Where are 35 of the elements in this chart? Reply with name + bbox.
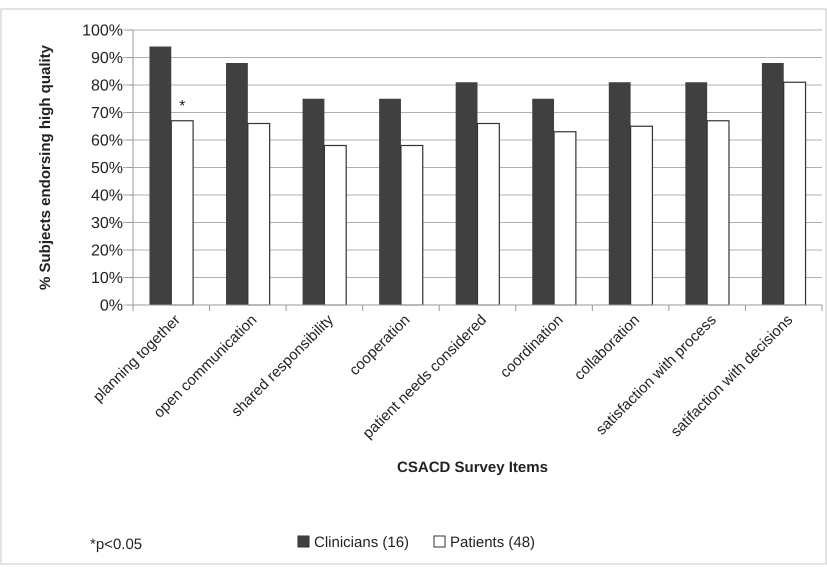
bar	[553, 131, 576, 306]
legend-label: Clinicians (16)	[314, 534, 410, 551]
y-tick-label: 100%	[82, 22, 123, 40]
annotation: *	[179, 98, 186, 115]
bar	[783, 82, 806, 306]
bar	[324, 144, 347, 306]
y-tick-label: 0%	[100, 298, 123, 315]
text: *p<0.05	[90, 536, 142, 553]
y-tick-label: 10%	[90, 270, 123, 288]
legend-label: Patients (48)	[450, 534, 536, 551]
bar	[532, 98, 554, 305]
bar	[149, 46, 172, 305]
y-tick-label: 90%	[90, 50, 123, 68]
bar	[762, 63, 784, 305]
bar	[170, 120, 194, 306]
y-axis-title: % Subjects endorsing high quality	[37, 44, 54, 290]
y-tick-label: 30%	[90, 215, 123, 232]
y-tick-label: 50%	[90, 160, 123, 178]
y-tick-label: 20%	[90, 242, 123, 260]
bar	[476, 122, 500, 306]
y-tick-label: 70%	[90, 105, 123, 122]
y-tick-label: 60%	[90, 132, 123, 150]
bar	[608, 82, 631, 305]
bar	[685, 82, 708, 305]
bar	[379, 98, 401, 305]
bar	[400, 144, 424, 306]
x-axis-title: CSACD Survey Items	[397, 459, 548, 476]
bar	[456, 82, 478, 305]
y-tick-label: 80%	[90, 78, 123, 95]
bar	[630, 126, 654, 306]
bar	[706, 120, 730, 306]
bar	[302, 98, 324, 305]
bar	[226, 63, 248, 305]
y-tick-label: 40%	[90, 188, 123, 205]
bar	[247, 122, 270, 306]
